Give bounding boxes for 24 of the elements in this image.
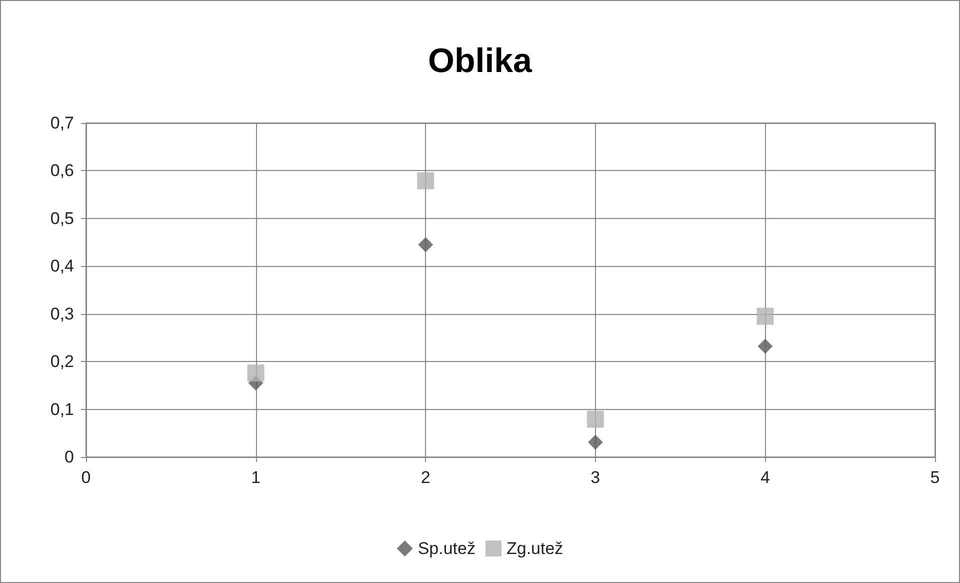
point	[417, 172, 434, 190]
x-tick-label: 2	[420, 468, 430, 487]
x-tick-label: 3	[590, 468, 600, 487]
legend-label: Sp.utež	[418, 539, 476, 558]
x-tick-label: 0	[81, 468, 91, 487]
point	[418, 237, 434, 252]
y-tick-label: 0	[64, 448, 74, 466]
point	[588, 434, 603, 450]
y-tick-label: 0,3	[50, 304, 74, 324]
legend-label: Zg.utež	[506, 539, 564, 558]
point	[247, 364, 264, 382]
point	[756, 308, 774, 325]
y-tick-label: 0,5	[50, 208, 74, 228]
y-tick-label: 0,2	[50, 352, 74, 372]
y-tick-label: 0,4	[50, 256, 74, 276]
point	[586, 410, 604, 428]
x-tick-label: 5	[930, 468, 940, 487]
x-tick-label: 4	[760, 468, 770, 487]
x-tick-label: 1	[251, 468, 261, 487]
point	[758, 338, 773, 354]
chart-title: Oblika	[428, 42, 534, 80]
y-tick-label: 0,6	[50, 161, 74, 180]
y-tick-label: 0,7	[50, 114, 74, 132]
y-tick-label: 0,1	[50, 400, 74, 419]
